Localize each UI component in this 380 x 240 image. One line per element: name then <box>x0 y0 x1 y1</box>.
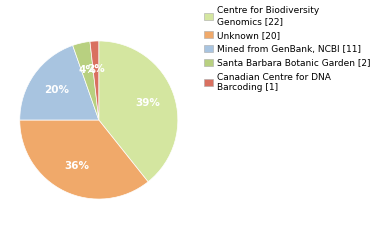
Wedge shape <box>73 42 99 120</box>
Text: 20%: 20% <box>44 85 70 95</box>
Text: 36%: 36% <box>64 161 89 171</box>
Wedge shape <box>20 45 99 120</box>
Wedge shape <box>90 41 99 120</box>
Text: 4%: 4% <box>78 65 96 75</box>
Legend: Centre for Biodiversity
Genomics [22], Unknown [20], Mined from GenBank, NCBI [1: Centre for Biodiversity Genomics [22], U… <box>202 5 373 94</box>
Wedge shape <box>20 120 148 199</box>
Text: 39%: 39% <box>135 98 160 108</box>
Wedge shape <box>99 41 178 182</box>
Text: 2%: 2% <box>87 64 105 74</box>
